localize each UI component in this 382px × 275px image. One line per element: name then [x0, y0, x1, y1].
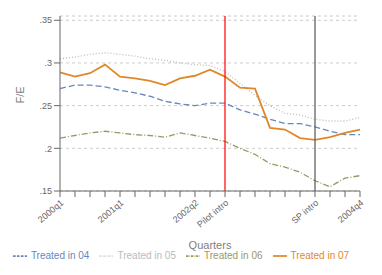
html-text:Treated in 04: Treated in 04: [30, 249, 90, 261]
svg-text:F/E: F/E: [14, 86, 26, 103]
svg-text:Quarters: Quarters: [189, 239, 232, 251]
svg-text:.35: .35: [39, 15, 52, 25]
svg-text:.2: .2: [44, 144, 52, 154]
svg-text:.3: .3: [44, 58, 52, 68]
svg-text:.15: .15: [39, 186, 52, 196]
svg-text:.25: .25: [39, 101, 52, 111]
svg-text:2001q1: 2001q1: [96, 198, 125, 225]
html-text:Treated in 05: Treated in 05: [117, 249, 176, 261]
svg-text:2002q2: 2002q2: [170, 197, 201, 225]
svg-text:2000q1: 2000q1: [36, 198, 65, 225]
html-text:Treated in 07: Treated in 07: [290, 249, 350, 261]
svg-text:Pilot intro: Pilot intro: [195, 198, 230, 230]
svg-text:2004q4: 2004q4: [336, 198, 365, 225]
html-text:Treated in 06: Treated in 06: [204, 249, 263, 261]
svg-text:SP intro: SP intro: [290, 198, 321, 226]
